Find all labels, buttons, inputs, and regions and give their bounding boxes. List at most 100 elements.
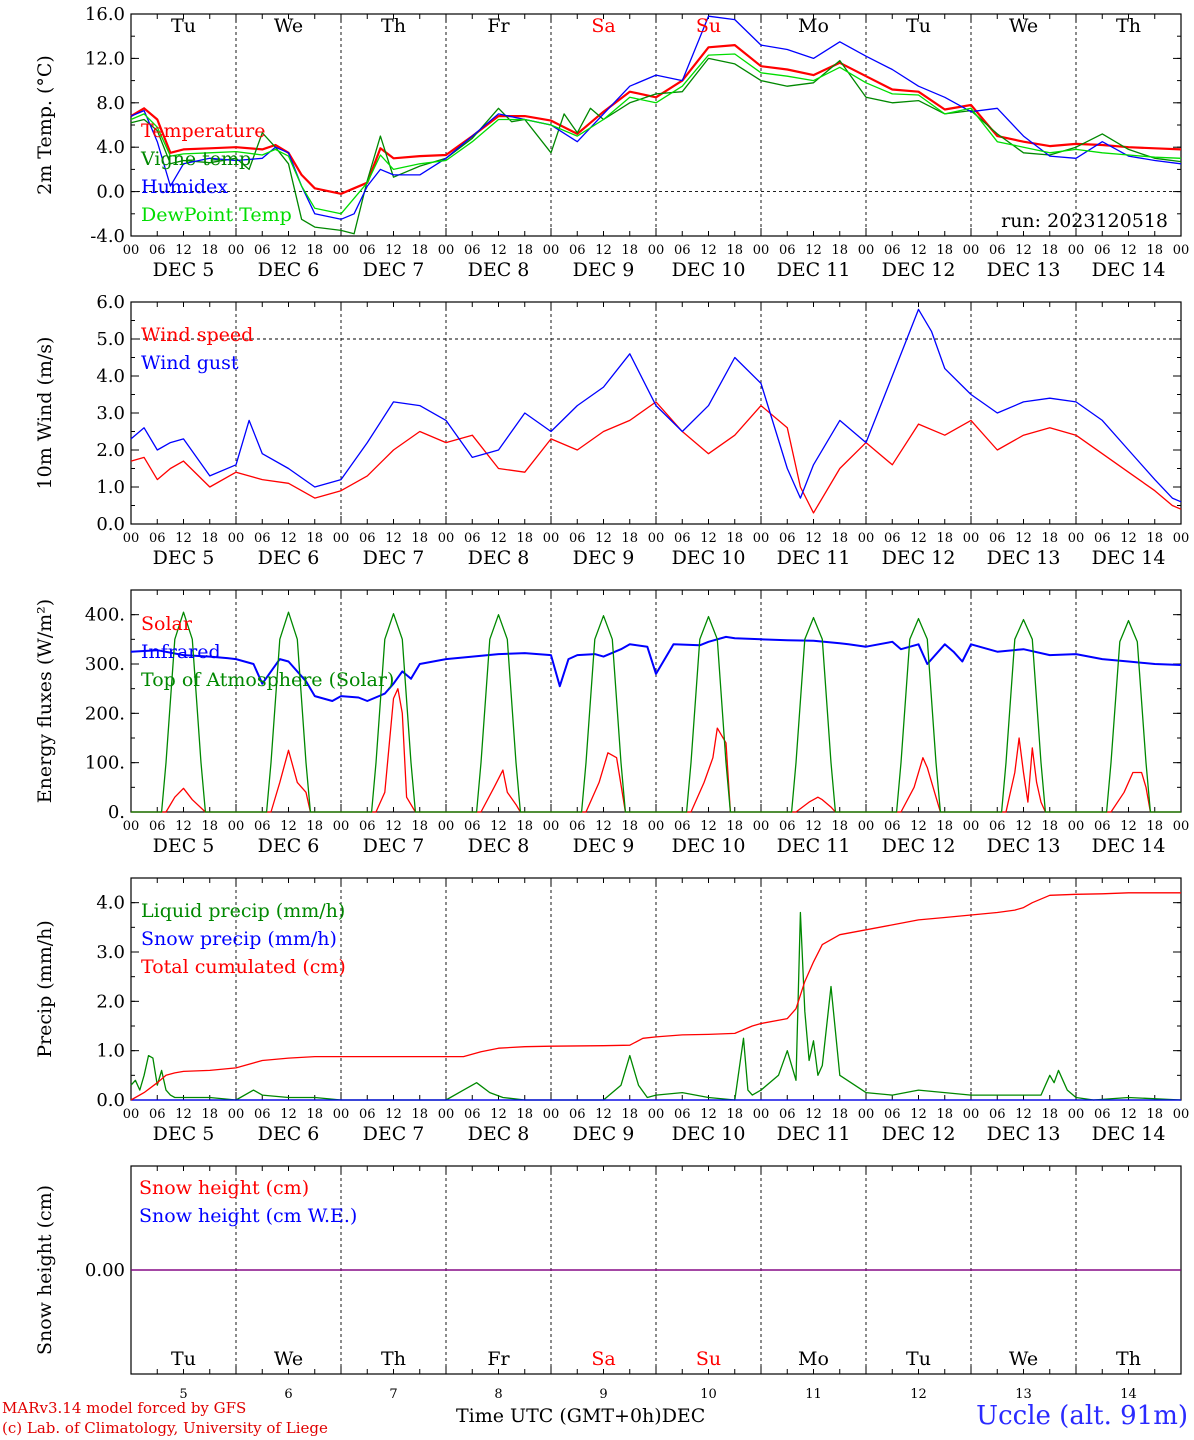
hour-tick-label: 12 — [490, 531, 507, 546]
hour-tick-label: 18 — [726, 531, 743, 546]
legend-entry: Temperature — [141, 120, 265, 142]
hour-tick-label: 18 — [936, 1107, 953, 1122]
hour-tick-label: 12 — [595, 531, 612, 546]
hour-tick-label: 00 — [333, 243, 350, 258]
hour-tick-label: 18 — [516, 243, 533, 258]
hour-tick-label: 00 — [648, 243, 665, 258]
hour-tick-label: 00 — [123, 819, 140, 834]
hour-tick-label: 06 — [569, 243, 586, 258]
date-label: DEC 13 — [987, 835, 1061, 857]
date-label: DEC 5 — [153, 259, 215, 281]
hour-tick-label: 18 — [306, 1107, 323, 1122]
hour-tick-label: 00 — [123, 243, 140, 258]
hour-tick-label: 00 — [858, 1107, 875, 1122]
hour-tick-label: 18 — [516, 531, 533, 546]
hour-tick-label: 06 — [569, 531, 586, 546]
day-label-top: Sa — [591, 15, 615, 37]
hour-tick-label: 18 — [201, 1107, 218, 1122]
legend-entry: Total cumulated (cm) — [141, 956, 346, 978]
y-tick-label: 2.0 — [96, 991, 125, 1012]
hour-tick-label: 18 — [1041, 243, 1058, 258]
panel-1: 2m Temp. (°C) — [34, 13, 1182, 237]
day-label-top: Th — [1116, 15, 1141, 37]
hour-tick-label: 00 — [858, 531, 875, 546]
hour-tick-label: 18 — [411, 1107, 428, 1122]
series-line-temperature — [130, 43, 1182, 195]
y-axis-label: Energy fluxes (W/m²) — [34, 599, 56, 803]
hour-tick-label: 06 — [1094, 243, 1111, 258]
hour-tick-label: 12 — [385, 531, 402, 546]
hour-tick-label: 18 — [516, 1107, 533, 1122]
date-label: DEC 12 — [882, 259, 956, 281]
hour-tick-label: 06 — [674, 531, 691, 546]
hour-tick-label: 06 — [359, 1107, 376, 1122]
y-tick-label: 0.00 — [85, 1260, 125, 1281]
hour-tick-label: 06 — [989, 819, 1006, 834]
hour-tick-label: 06 — [884, 819, 901, 834]
series-line-wind-speed — [130, 401, 1182, 514]
hour-tick-label: 00 — [648, 531, 665, 546]
hour-tick-label: 18 — [936, 531, 953, 546]
hour-tick-label: 00 — [1068, 243, 1085, 258]
day-label-bottom: Fr — [487, 1348, 510, 1370]
y-tick-label: 0.0 — [96, 1090, 125, 1111]
hour-tick-label: 12 — [910, 531, 927, 546]
hour-tick-label: 00 — [1068, 1107, 1085, 1122]
day-label-bottom: Sa — [591, 1348, 615, 1370]
legend-entry: Wind gust — [141, 352, 239, 374]
y-tick-label: 0.0 — [96, 514, 125, 535]
y-tick-label: 300. — [85, 654, 125, 675]
hour-tick-label: 06 — [779, 243, 796, 258]
hour-tick-label: 18 — [1041, 531, 1058, 546]
hour-tick-label: 18 — [306, 243, 323, 258]
hour-tick-label: 18 — [621, 531, 638, 546]
y-tick-label: 6.0 — [96, 292, 125, 313]
date-label: DEC 5 — [153, 1123, 215, 1145]
y-tick-label: 200. — [85, 703, 125, 724]
date-label: DEC 5 — [153, 547, 215, 569]
hour-tick-label: 18 — [1146, 243, 1163, 258]
hour-tick-label: 06 — [1094, 531, 1111, 546]
legend-entry: Snow height (cm W.E.) — [139, 1205, 357, 1227]
date-label: DEC 5 — [153, 835, 215, 857]
legend-entry: Snow precip (mm/h) — [141, 928, 337, 950]
hour-tick-label: 00 — [333, 531, 350, 546]
hour-tick-label: 18 — [831, 531, 848, 546]
series-line-vigne-temp — [130, 57, 1182, 235]
hour-tick-label: 06 — [989, 1107, 1006, 1122]
hour-tick-label: 18 — [201, 819, 218, 834]
date-label: DEC 14 — [1092, 835, 1166, 857]
hour-tick-label: 06 — [1094, 1107, 1111, 1122]
hour-tick-label: 18 — [201, 531, 218, 546]
hour-tick-label: 00 — [1173, 1107, 1190, 1122]
panel-3: Energy fluxes (W/m²) — [34, 589, 1182, 813]
hour-tick-label: 18 — [621, 819, 638, 834]
hour-tick-label: 06 — [779, 819, 796, 834]
hour-tick-label: 00 — [1068, 531, 1085, 546]
hour-tick-label: 06 — [989, 531, 1006, 546]
hour-tick-label: 00 — [228, 819, 245, 834]
y-axis-label: 10m Wind (m/s) — [34, 337, 56, 490]
bottom-date-label: 6 — [284, 1387, 292, 1402]
hour-tick-label: 18 — [201, 243, 218, 258]
y-axis-label: 2m Temp. (°C) — [34, 55, 56, 195]
hour-tick-label: 06 — [254, 531, 271, 546]
date-label: DEC 12 — [882, 835, 956, 857]
hour-tick-label: 06 — [359, 243, 376, 258]
hour-tick-label: 12 — [1015, 243, 1032, 258]
legend-entry: Infrared — [141, 641, 221, 663]
legend-entry: Top of Atmosphere (Solar) — [141, 669, 394, 691]
date-label: DEC 10 — [672, 259, 746, 281]
day-label-bottom: Th — [1116, 1348, 1141, 1370]
date-label: DEC 7 — [363, 259, 425, 281]
hour-tick-label: 06 — [149, 243, 166, 258]
hour-tick-label: 00 — [333, 819, 350, 834]
hour-tick-label: 06 — [254, 819, 271, 834]
hour-tick-label: 12 — [175, 531, 192, 546]
y-tick-label: 0.0 — [96, 182, 125, 203]
legend-entry: Solar — [141, 613, 193, 635]
hour-tick-label: 18 — [726, 1107, 743, 1122]
y-tick-label: 16.0 — [85, 4, 125, 25]
y-tick-label: 4.0 — [96, 137, 125, 158]
